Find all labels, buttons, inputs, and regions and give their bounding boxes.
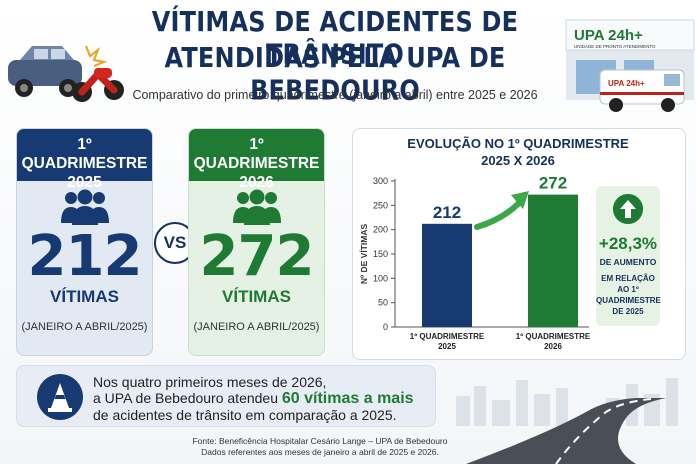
y-tick-label: 200 bbox=[373, 225, 388, 235]
increase-label: DE AUMENTO bbox=[599, 257, 657, 267]
card-2025-heading-line2: 2025 bbox=[67, 174, 102, 191]
page-title-line1: VÍTIMAS DE ACIDENTES DE TRÂNSITO bbox=[151, 5, 519, 71]
traffic-cone-icon bbox=[48, 383, 72, 412]
y-tick-label: 50 bbox=[378, 298, 388, 308]
summary-line1: Nos quatro primeiros meses de 2026, bbox=[93, 374, 327, 390]
y-tick-label: 300 bbox=[373, 176, 388, 186]
y-tick-label: 0 bbox=[383, 322, 388, 332]
summary-note: Nos quatro primeiros meses de 2026, a UP… bbox=[16, 365, 436, 427]
x-tick-label: 2026 bbox=[544, 342, 562, 351]
x-tick-label: 2025 bbox=[438, 342, 456, 351]
card-2025-value: 212 bbox=[27, 224, 143, 289]
people-group-icon bbox=[232, 189, 281, 225]
bar-data-label: 272 bbox=[539, 174, 567, 193]
source-line2: Dados referentes aos meses de janeiro a … bbox=[201, 447, 439, 457]
summary-highlight: 60 vítimas a mais bbox=[281, 390, 414, 407]
increase-box: +28,3% DE AUMENTO EM RELAÇÃO AO 1º QUADR… bbox=[596, 186, 661, 326]
card-2026-value: 272 bbox=[199, 224, 315, 289]
upa-logo-text: UPA 24h+ bbox=[574, 27, 643, 44]
y-tick-label: 250 bbox=[373, 200, 388, 210]
growth-arrow bbox=[474, 200, 522, 230]
card-2026-heading-line1: 1º QUADRIMESTRE bbox=[193, 136, 320, 172]
chart-title: EVOLUÇÃO NO 1º QUADRIMESTRE 2025 X 2026 bbox=[353, 135, 683, 169]
card-2026-label: VÍTIMAS bbox=[222, 287, 291, 306]
source-line1: Fonte: Beneficência Hospitalar Cesário L… bbox=[192, 436, 448, 446]
summary-text: Nos quatro primeiros meses de 2026, a UP… bbox=[93, 374, 433, 423]
x-tick-label: 1º QUADRIMESTRE bbox=[410, 332, 485, 341]
bar-1 bbox=[422, 223, 472, 327]
increase-reference: EM RELAÇÃO AO 1º QUADRIMESTRE DE 2025 bbox=[596, 274, 661, 316]
ambulance-text: UPA 24h+ bbox=[608, 79, 645, 88]
y-tick-label: 150 bbox=[373, 249, 388, 259]
card-2025-heading-line1: 1º QUADRIMESTRE bbox=[21, 136, 148, 172]
card-2025-heading: 1º QUADRIMESTRE 2025 bbox=[17, 129, 152, 191]
bar-chart: 0 50 100 150 200 250 300 Nº DE VÍTIMAS 212 1º QUA… bbox=[359, 174, 591, 351]
summary-line2-text: a UPA de Bebedouro atendeu bbox=[93, 390, 282, 406]
card-2025-label: VÍTIMAS bbox=[50, 287, 119, 306]
card-2026-heading-line2: 2026 bbox=[239, 174, 274, 191]
summary-line3: de acidentes de trânsito em comparação a… bbox=[93, 407, 397, 423]
road-city-illustration bbox=[456, 378, 678, 464]
source-note: Fonte: Beneficência Hospitalar Cesário L… bbox=[190, 436, 450, 458]
header: VÍTIMAS DE ACIDENTES DE TRÂNSITO ATENDID… bbox=[0, 0, 696, 118]
people-group-icon bbox=[60, 189, 109, 225]
card-2026-heading: 1º QUADRIMESTRE 2026 bbox=[189, 129, 324, 191]
y-axis-label: Nº DE VÍTIMAS bbox=[359, 224, 369, 285]
chart-title-line1: EVOLUÇÃO NO 1º QUADRIMESTRE bbox=[407, 136, 629, 151]
car-crash-illustration bbox=[8, 45, 124, 102]
bar-2 bbox=[528, 194, 578, 327]
summary-line2: a UPA de Bebedouro atendeu 60 vítimas a … bbox=[93, 390, 433, 407]
growth-arrow-head bbox=[511, 191, 529, 209]
upa-building-illustration: UPA 24h+ UNIDADE DE PRONTO ATENDIMENTO U… bbox=[565, 19, 695, 112]
card-2025: 1º QUADRIMESTRE 2025 212 VÍTIMAS (JANEIR… bbox=[16, 128, 153, 356]
increase-percent: +28,3% bbox=[598, 234, 658, 253]
traffic-cone-badge bbox=[37, 374, 83, 420]
y-tick-label: 100 bbox=[373, 273, 388, 283]
bar-data-label: 212 bbox=[433, 203, 461, 222]
page-title-line2: ATENDIDAS PELA UPA DE BEBEDOURO bbox=[164, 41, 506, 107]
chart-title-line2: 2025 X 2026 bbox=[481, 153, 555, 168]
x-tick-label: 1º QUADRIMESTRE bbox=[516, 332, 591, 341]
arrow-up-icon bbox=[613, 194, 643, 224]
card-2025-period: (JANEIRO A ABRIL/2025) bbox=[21, 321, 148, 333]
card-2026-period: (JANEIRO A ABRIL/2025) bbox=[193, 321, 320, 333]
page-subtitle: Comparativo do primeiro quadrimestre (ja… bbox=[132, 88, 538, 102]
upa-logo-subtext: UNIDADE DE PRONTO ATENDIMENTO bbox=[574, 44, 656, 49]
card-2026: 1º QUADRIMESTRE 2026 272 VÍTIMAS (JANEIR… bbox=[188, 128, 325, 356]
